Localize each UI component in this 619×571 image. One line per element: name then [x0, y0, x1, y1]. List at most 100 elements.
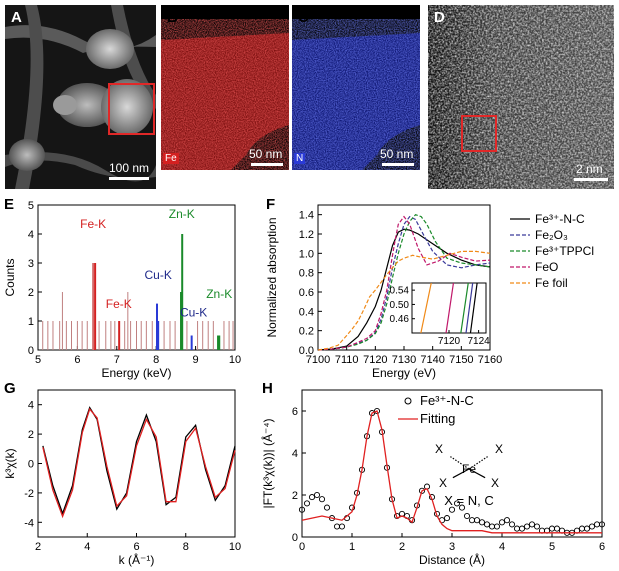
data-point	[313, 491, 321, 499]
data-point	[583, 525, 591, 532]
panel-b-fe-map: Fe 50 nm B	[161, 5, 289, 170]
y-tick-label: 0.2	[299, 326, 314, 338]
x-axis-label: Energy (keV)	[101, 366, 171, 380]
inset-y-tick-label: 0.50	[390, 300, 410, 311]
x-tick-label: 3	[449, 541, 455, 553]
y-tick-label: 0.4	[299, 306, 314, 318]
x-tick-label: 8	[183, 541, 189, 553]
data-point	[553, 525, 561, 532]
inset-x-tick-label: 7120	[438, 336, 461, 347]
data-point	[458, 504, 466, 511]
element-tag: N	[294, 153, 306, 164]
data-point	[518, 525, 526, 532]
ligand-atom: X	[495, 442, 503, 456]
data-point	[338, 523, 346, 530]
peak-annotation: Fe-K	[80, 217, 106, 231]
x-tick-label: 2	[35, 541, 41, 553]
scale-bar	[574, 178, 608, 181]
data-point	[303, 500, 311, 507]
peak-annotation: Cu-K	[180, 306, 207, 320]
legend-label: Fe foil	[535, 276, 568, 290]
panel-label-e: E	[4, 196, 15, 213]
panel-g-exafs-k-space: 2 4 6 8 10 -4 -2 0 2 4 k (Å⁻¹) k³χ(k)	[3, 389, 241, 567]
x-tick-label: 7	[114, 354, 120, 366]
fit-line	[301, 410, 602, 534]
panel-label-c: C	[298, 9, 309, 26]
data-point	[373, 407, 381, 415]
ligand-atom: X	[435, 442, 443, 456]
y-axis-label: Normalized absorption	[265, 217, 279, 337]
y-tick-label: 1.4	[299, 210, 314, 222]
ligand-atom: X	[439, 476, 447, 490]
scale-bar-label: 2 nm	[576, 162, 603, 176]
data-point	[533, 523, 541, 530]
panel-a-haadf-image: 100 nm A	[5, 5, 156, 189]
x-tick-label: 7140	[420, 354, 444, 366]
data-point	[298, 506, 306, 513]
data-point	[308, 494, 316, 501]
y-tick-label: 3	[28, 258, 34, 270]
panel-h-exafs-r-space: 0 1 2 3 4 5 6 0 2 4 6 Distance (Å) |FT(k³χ(k))| (Å⁻⁴…	[260, 389, 605, 567]
y-tick-label: 1.0	[299, 248, 314, 260]
structure-note: X = N, C	[444, 493, 494, 508]
y-tick-label: 2	[28, 287, 34, 299]
data-point	[468, 517, 476, 524]
peak-annotation: Zn-K	[206, 287, 232, 301]
y-tick-label: 4	[28, 400, 34, 412]
x-tick-label: 6	[599, 541, 605, 553]
element-tag: Fe	[163, 153, 179, 164]
y-tick-label: 5	[28, 200, 34, 212]
series-line	[317, 215, 491, 351]
data-point	[503, 517, 511, 524]
data-point	[478, 519, 486, 526]
inset-x-tick-label: 7124	[467, 336, 490, 347]
x-tick-label: 7120	[363, 354, 387, 366]
y-tick-label: 0.0	[299, 345, 314, 357]
data-point	[508, 521, 516, 528]
data-point	[593, 521, 601, 528]
selection-box	[461, 115, 497, 152]
data-point	[488, 523, 496, 530]
scale-bar-label: 100 nm	[109, 161, 150, 175]
scale-bar	[109, 177, 149, 180]
y-tick-label: 0	[28, 345, 34, 357]
plot-frame	[37, 389, 236, 538]
y-tick-label: 1.2	[299, 229, 314, 241]
y-axis-label: Counts	[3, 258, 17, 296]
y-axis-label: |FT(k³χ(k))| (Å⁻⁴)	[260, 419, 275, 509]
legend-label: Fe³⁺-N-C	[535, 212, 585, 226]
panel-label-g: G	[4, 380, 16, 397]
series-line	[317, 214, 491, 351]
y-tick-label: 2	[292, 490, 298, 502]
series-line	[42, 407, 236, 519]
scale-bar	[251, 163, 283, 166]
x-tick-label: 1	[349, 541, 355, 553]
series-line	[42, 406, 236, 516]
peak-annotation: Zn-K	[169, 207, 195, 221]
x-tick-label: 7150	[449, 354, 473, 366]
center-atom: Fe	[462, 462, 476, 476]
bond	[452, 468, 470, 479]
data-point	[453, 500, 461, 507]
legend-label: Fe₂O₃	[535, 228, 568, 242]
bond	[468, 456, 488, 470]
data-point	[528, 521, 536, 528]
ligand-atom: X	[491, 476, 499, 490]
x-tick-label: 5	[549, 541, 555, 553]
data-point	[333, 523, 341, 530]
y-tick-label: -2	[24, 488, 34, 500]
x-tick-label: 7110	[335, 354, 359, 366]
x-tick-label: 7160	[478, 354, 502, 366]
inset-line	[469, 282, 478, 334]
x-tick-label: 6	[74, 354, 80, 366]
x-tick-label: 7100	[306, 354, 330, 366]
data-point	[443, 515, 451, 522]
x-tick-label: 0	[299, 541, 305, 553]
inset-frame	[411, 282, 487, 334]
data-point	[463, 512, 471, 520]
data-point	[513, 525, 521, 532]
x-tick-label: 9	[193, 354, 199, 366]
data-point	[448, 506, 456, 513]
scale-bar-label: 50 nm	[249, 147, 283, 161]
inset-line	[460, 282, 469, 334]
